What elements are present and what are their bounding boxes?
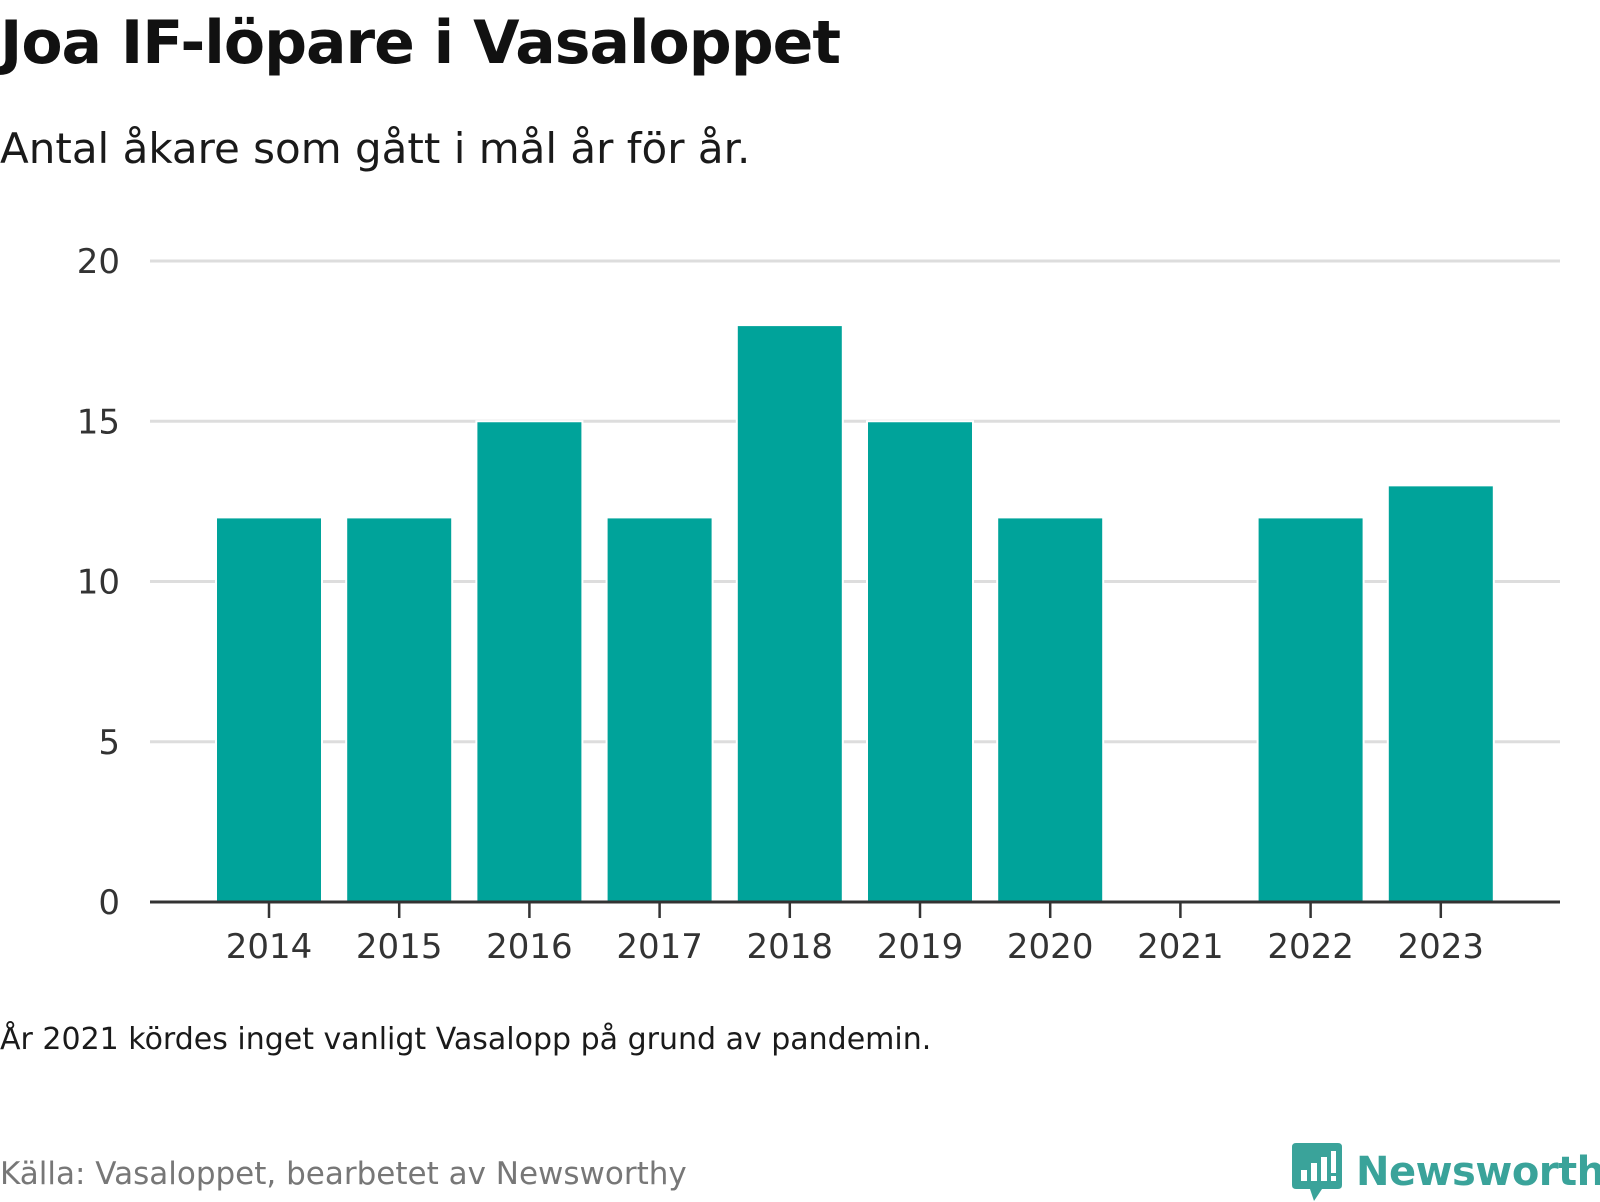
newsworthy-logo-icon — [1292, 1143, 1342, 1201]
y-axis-labels: 0 5 10 15 20 — [77, 242, 120, 923]
bar-2015 — [345, 516, 454, 904]
y-tick-label: 15 — [77, 402, 120, 442]
y-tick-label: 5 — [98, 723, 120, 763]
source-text: Källa: Vasaloppet, bearbetet av Newswort… — [0, 1156, 687, 1192]
x-tick-label: 2020 — [1007, 927, 1094, 967]
x-tick-label: 2022 — [1267, 927, 1354, 967]
x-tick-label: 2017 — [616, 927, 703, 967]
x-tick-label: 2016 — [486, 927, 573, 967]
x-tick-label: 2019 — [877, 927, 964, 967]
bar-2018 — [735, 324, 844, 904]
bar-2017 — [605, 516, 714, 904]
bar-2019 — [866, 420, 974, 903]
y-tick-label: 20 — [77, 242, 120, 282]
bar-2014 — [215, 516, 323, 904]
bar-chart: 0 5 10 15 20 2014 2015 2016 2017 2018 2019 2020 202… — [77, 242, 1560, 967]
x-tick-label: 2021 — [1137, 927, 1224, 967]
bars — [215, 324, 1495, 904]
brand-name: Newsworthy — [1356, 1149, 1600, 1195]
bar-2016 — [475, 420, 584, 903]
bar-2022 — [1256, 516, 1365, 904]
y-tick-label: 0 — [98, 883, 120, 923]
x-tick-label: 2015 — [356, 927, 443, 967]
x-tick-label: 2018 — [747, 927, 834, 967]
bar-2020 — [996, 516, 1105, 904]
chart-note: År 2021 kördes inget vanligt Vasalopp på… — [0, 1022, 932, 1057]
y-tick-label: 10 — [77, 563, 120, 603]
bar-2023 — [1386, 484, 1495, 903]
x-tick-label: 2014 — [226, 927, 313, 967]
x-axis: 2014 2015 2016 2017 2018 2019 2020 2021 2022 2023 — [150, 900, 1560, 967]
x-tick-label: 2023 — [1398, 927, 1485, 967]
chart-subtitle: Antal åkare som gått i mål år för år. — [0, 124, 751, 173]
chart-title: Joa IF-löpare i Vasaloppet — [0, 8, 841, 78]
brand-logo: Newsworthy — [1292, 1142, 1600, 1202]
